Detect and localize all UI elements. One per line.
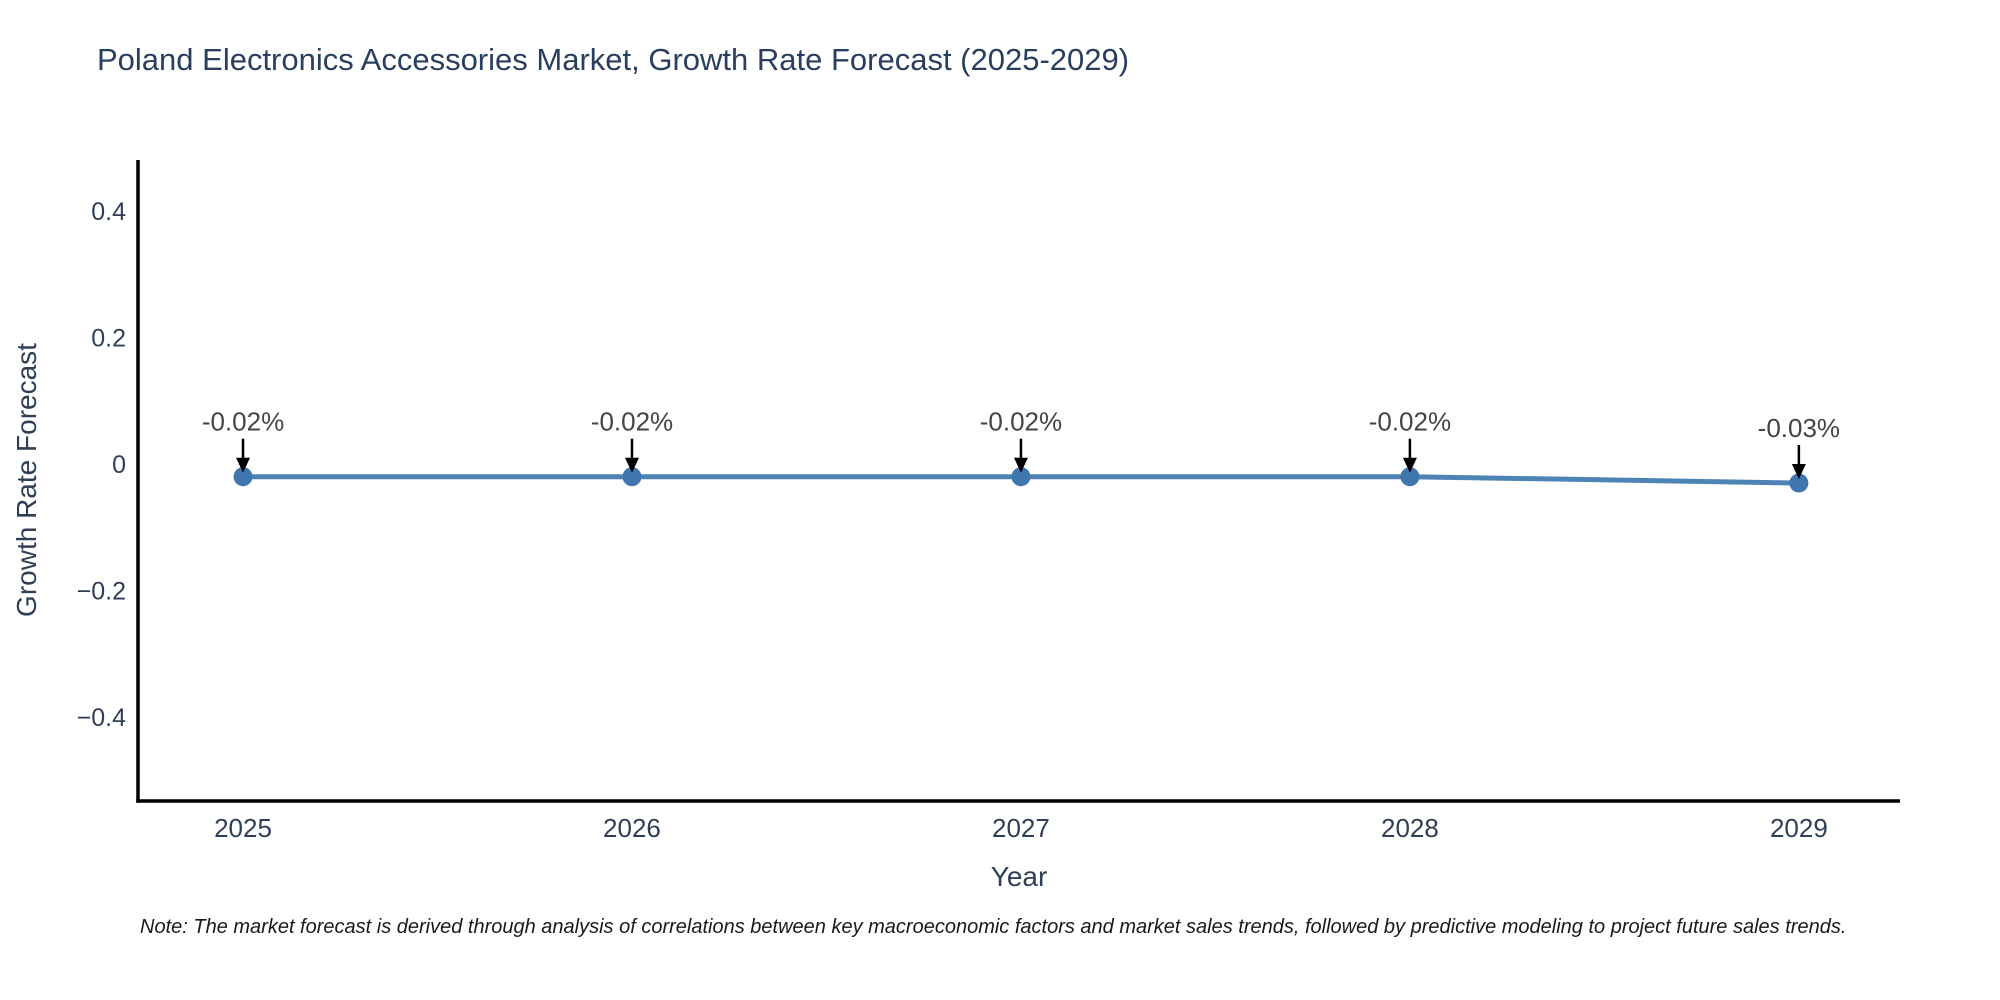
y-tick-label: −0.2 <box>77 577 126 605</box>
point-annotation: -0.02% <box>202 407 284 437</box>
data-point <box>1011 467 1031 487</box>
annotation-arrowhead <box>1791 464 1806 480</box>
x-tick-label: 2027 <box>992 813 1050 843</box>
annotation-arrowhead <box>1013 457 1028 473</box>
data-point <box>1789 473 1809 493</box>
y-tick-label: 0.4 <box>91 198 126 226</box>
data-point <box>233 467 253 487</box>
x-tick-label: 2029 <box>1770 813 1828 843</box>
x-tick-label: 2026 <box>603 813 661 843</box>
annotation-arrowhead <box>236 457 251 473</box>
chart-title: Poland Electronics Accessories Market, G… <box>97 42 1130 77</box>
x-axis-title: Year <box>990 861 1048 892</box>
point-annotation: -0.02% <box>1369 407 1451 437</box>
y-tick-label: 0 <box>112 451 126 479</box>
x-tick-label: 2028 <box>1381 813 1439 843</box>
point-annotation: -0.03% <box>1758 413 1840 443</box>
y-tick-label: 0.2 <box>91 325 126 353</box>
point-annotation: -0.02% <box>980 407 1062 437</box>
point-annotation: -0.02% <box>591 407 673 437</box>
data-point <box>622 467 642 487</box>
annotation-arrowhead <box>1402 457 1417 473</box>
y-tick-label: −0.4 <box>77 704 126 732</box>
footnote: Note: The market forecast is derived thr… <box>140 916 1847 938</box>
annotation-arrowhead <box>624 457 639 473</box>
x-tick-label: 2025 <box>214 813 272 843</box>
data-point <box>1400 467 1420 487</box>
